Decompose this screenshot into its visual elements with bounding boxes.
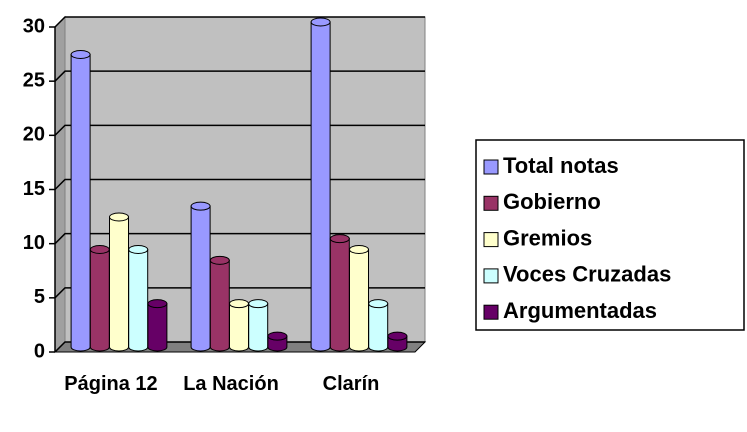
legend-swatch: [483, 304, 499, 320]
grid-line: [54, 124, 425, 136]
bar-top: [310, 17, 331, 27]
bar-top: [128, 245, 149, 254]
bar-body: [368, 303, 389, 352]
bar-top: [89, 245, 110, 254]
grid-line: [54, 70, 425, 82]
legend-label: Gremios: [503, 225, 592, 250]
y-tick-label: 15: [23, 178, 45, 200]
bar-top: [229, 299, 249, 309]
bar-body: [89, 249, 110, 352]
y-tick-label: 20: [23, 124, 45, 146]
grid-line: [54, 287, 425, 299]
legend-label: Argumentadas: [503, 298, 657, 323]
bar: [128, 245, 149, 352]
bar-body: [349, 249, 369, 352]
legend-swatch: [483, 232, 499, 248]
x-tick-label: La Nación: [183, 373, 279, 395]
bar: [147, 299, 168, 352]
bar-body: [229, 303, 249, 352]
bar: [310, 17, 331, 352]
bar: [89, 245, 110, 352]
bar-top: [70, 50, 91, 59]
bar: [70, 50, 91, 352]
legend-label: Total notas: [503, 153, 619, 178]
y-tick-label: 0: [34, 340, 45, 362]
bar: [329, 234, 350, 352]
legend-label: Gobierno: [503, 189, 601, 214]
bar-body: [190, 205, 211, 352]
bar: [349, 245, 369, 352]
grid-line: [54, 178, 425, 191]
bar: [209, 255, 230, 352]
bar-body: [310, 21, 331, 352]
y-tick-label: 5: [34, 286, 45, 308]
bar-top: [267, 331, 288, 341]
bar-body: [329, 238, 350, 352]
y-tick-label: 25: [23, 69, 45, 91]
legend-swatch: [483, 195, 499, 211]
bar: [248, 299, 269, 352]
bar-body: [128, 249, 149, 352]
x-tick-label: Clarín: [322, 373, 380, 395]
bar-body: [147, 303, 168, 352]
bar-body: [209, 259, 230, 352]
y-tick-label: 10: [23, 232, 45, 254]
bar: [387, 331, 408, 352]
bar: [190, 201, 211, 352]
bar-body: [109, 216, 129, 352]
bar-top: [190, 201, 211, 211]
grid-line: [54, 232, 425, 245]
bar-top: [109, 212, 129, 222]
grid-line: [54, 16, 425, 28]
bar-top: [147, 299, 168, 309]
bar: [109, 212, 129, 352]
bar-top: [329, 234, 350, 244]
bar-top: [387, 331, 408, 341]
bar-body: [248, 303, 269, 352]
grid-line: [54, 341, 425, 353]
legend-box: [475, 139, 745, 331]
legend-swatch: [483, 268, 499, 284]
bar-top: [368, 299, 389, 309]
y-tick-label: 30: [23, 15, 45, 37]
bar-top: [349, 245, 369, 254]
x-tick-label: Página 12: [64, 373, 158, 395]
bar-top: [248, 299, 269, 309]
bar-top: [209, 255, 230, 265]
bar: [229, 299, 249, 352]
legend-label: Voces Cruzadas: [503, 262, 671, 287]
bar: [267, 331, 288, 352]
legend-swatch: [483, 159, 499, 175]
bar: [368, 299, 389, 352]
bar-body: [70, 54, 91, 352]
